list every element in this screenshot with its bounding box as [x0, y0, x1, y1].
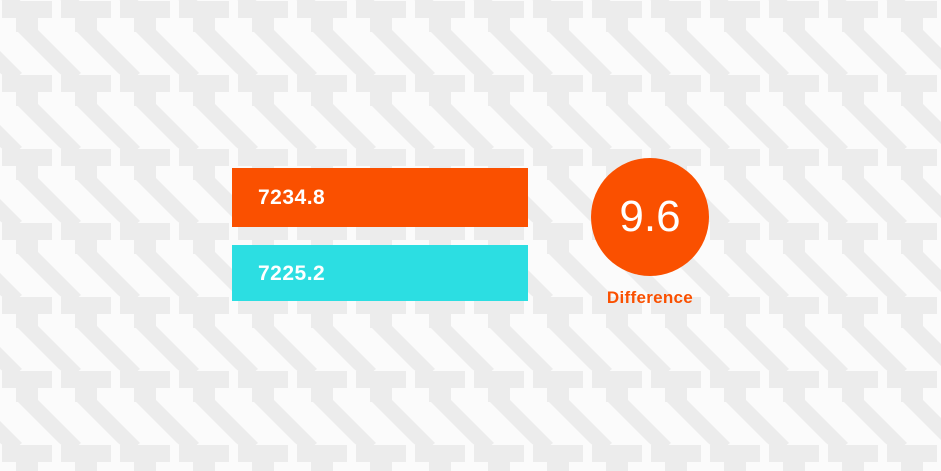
bar-top-orange: 7234.8	[232, 168, 528, 227]
bar-bottom-cyan: 7225.2	[232, 245, 528, 301]
bar-top-value-label: 7234.8	[258, 186, 326, 209]
difference-circle-badge: 9.6	[591, 158, 709, 276]
difference-value: 9.6	[619, 192, 681, 241]
difference-caption: Difference	[606, 288, 694, 307]
bar-bottom-value-label: 7225.2	[258, 261, 326, 285]
